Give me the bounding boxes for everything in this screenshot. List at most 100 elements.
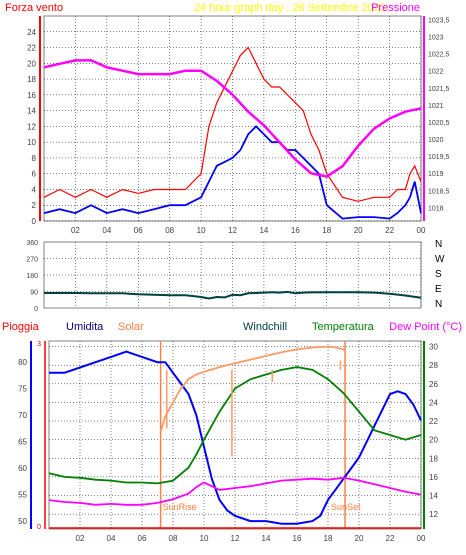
wind-strength-label: Forza vento [5,2,63,14]
wind-x-tick-label: 14 [259,226,268,235]
temp-x-tick-label: 04 [107,534,116,543]
wind-x-tick-label: 18 [322,226,331,235]
wind-left-tick-label: 10 [27,138,36,147]
temperature-tick-label: 24 [429,398,438,407]
temp-x-tick-label: 10 [200,534,209,543]
temp-x-tick-label: 00 [417,534,426,543]
windchill-label: Windchill [243,321,287,333]
humidity-tick-label: 55 [18,491,27,500]
humidity-tick-label: 70 [18,411,27,420]
direction-tick-label: 0 [34,306,38,313]
direction-chart-series [44,290,422,300]
humidity-tick-label: 75 [18,385,27,394]
wind-left-tick-label: 20 [27,59,36,68]
direction-tick-label: 270 [26,257,38,264]
wind-left-tick-label: 24 [27,28,36,37]
rain-tick-label: 3 [37,341,41,348]
temp-x-tick-label: 18 [324,534,333,543]
dewpoint-label: Dew Point (°C) [389,321,462,333]
compass-point-label: W [435,254,445,265]
temp-x-tick-label: 06 [138,534,147,543]
humidity-tick-label: 50 [18,517,27,526]
wind-x-tick-label: 10 [197,226,206,235]
temperature-tick-label: 22 [429,417,438,426]
wind-chart-x-axis: 02 04 06 08 10 12 14 16 18 20 22 00 [71,226,426,235]
temp-x-tick-label: 02 [76,534,85,543]
pressure-tick-label: 1020,5 [428,120,450,127]
temperature-series-line [48,366,422,485]
wind-left-tick-label: 2 [32,201,37,210]
temperature-tick-label: 20 [429,436,438,445]
temp-x-tick-label: 14 [262,534,271,543]
temp-x-tick-label: 16 [293,534,302,543]
temperature-tick-label: 30 [429,343,438,352]
sunrise-annotation: SunRise [163,502,197,512]
wind-left-tick-label: 6 [32,170,37,179]
wind-x-tick-label: 16 [291,226,300,235]
wind-x-tick-label: 08 [165,226,174,235]
pressure-label: Pressione [371,2,420,14]
pressure-tick-label: 1022 [428,69,444,76]
rain-tick-label: 0 [37,524,41,531]
temperature-tick-label: 18 [429,454,438,463]
compass-point-label: N [435,239,442,250]
compass-point-label: N [435,299,442,310]
compass-point-label: E [435,284,442,295]
wind-left-tick-label: 16 [27,91,36,100]
direction-tick-label: 180 [26,273,38,280]
rain-label: Pioggia [2,321,40,333]
temp-x-tick-label: 12 [231,534,240,543]
wind-left-tick-label: 22 [27,44,36,53]
dewpoint-series-line [48,476,422,506]
wind-left-tick-label: 18 [27,75,36,84]
wind-left-tick-label: 12 [27,122,36,131]
sunset-annotation: SunSet [331,502,361,512]
temperature-label: Temperatura [312,321,375,333]
pressure-tick-label: 1018,5 [428,188,450,195]
direction-tick-label: 90 [30,290,38,297]
wind-direction-line [44,290,422,300]
solar-label: Solar [118,321,144,333]
temperature-tick-label: 14 [429,491,438,500]
compass-point-label: S [435,269,442,280]
humidity-tick-label: 65 [18,438,27,447]
wind-x-tick-label: 20 [354,226,363,235]
pressure-tick-label: 1023,5 [428,17,450,24]
wind-x-tick-label: 00 [417,226,426,235]
pressure-tick-label: 1019 [428,171,444,178]
temp-chart-x-axis: 02 04 06 08 10 12 14 16 18 20 22 00 [76,534,426,543]
wind-left-tick-label: 4 [32,185,37,194]
wind-left-tick-label: 14 [27,107,36,116]
pressure-tick-label: 1019,5 [428,154,450,161]
chart-title: 24 hour graph day : 26 Settembre 2023 [194,2,386,14]
pressure-tick-label: 1020 [428,137,444,144]
temp-x-tick-label: 08 [169,534,178,543]
humidity-series-line [49,350,422,525]
temp-chart-series [48,345,422,529]
wind-x-tick-label: 06 [134,226,143,235]
temp-chart-left-axis: 50 55 60 65 70 75 80 3 0 [18,341,46,531]
wind-left-tick-label: 8 [32,154,37,163]
temp-x-tick-label: 22 [386,534,395,543]
direction-chart-left-axis: 0 90 180 270 360 [26,240,38,313]
direction-chart-grid [44,242,422,308]
wind-x-tick-label: 04 [102,226,111,235]
humidity-tick-label: 80 [18,358,27,367]
pressure-tick-label: 1021,5 [428,86,450,93]
pressure-tick-label: 1018 [428,205,444,212]
temperature-tick-label: 12 [429,510,438,519]
wind-chart-series [43,46,422,220]
gust-series-line [43,46,422,202]
temp-chart-right-axis: 12 14 16 18 20 22 24 26 28 30 [423,341,438,529]
wind-x-tick-label: 12 [228,226,237,235]
wind-x-tick-label: 22 [385,226,394,235]
temperature-tick-label: 16 [429,473,438,482]
humidity-label: Umidita [66,321,104,333]
temperature-tick-label: 26 [429,380,438,389]
pressure-tick-label: 1021 [428,103,444,110]
wind-left-tick-label: 0 [32,217,37,226]
wind-series-line [43,125,422,220]
